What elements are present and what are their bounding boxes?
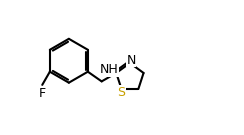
Text: F: F (39, 87, 46, 99)
Text: NH: NH (100, 63, 118, 76)
Text: N: N (126, 53, 136, 67)
Text: S: S (117, 86, 125, 99)
